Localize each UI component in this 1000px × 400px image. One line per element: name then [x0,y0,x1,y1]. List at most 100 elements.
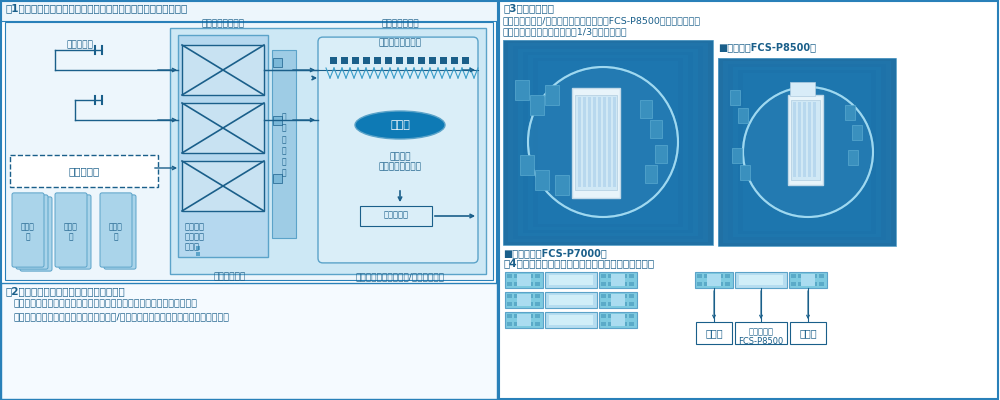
Bar [615,322,620,326]
Bar [740,165,750,180]
Bar [704,282,709,286]
Bar [514,294,519,298]
FancyBboxPatch shape [59,195,91,269]
Bar [545,292,597,308]
Bar [622,322,627,326]
Bar [655,145,667,163]
Bar [1,1,497,399]
Text: 真空チャンバー: 真空チャンバー [381,19,419,28]
Bar [808,102,811,177]
Text: 小型で高精度/ワイドレンジ流量制御器FCS-P8500の開発に成功。: 小型で高精度/ワイドレンジ流量制御器FCS-P8500の開発に成功。 [503,16,701,25]
Text: ガス種
３: ガス種 ３ [109,222,123,242]
Bar [695,272,733,288]
Bar [629,302,634,306]
Bar [650,120,662,138]
Bar [629,322,634,326]
Bar [535,314,540,318]
Bar [622,294,627,298]
Text: ガス種
１: ガス種 １ [21,222,35,242]
Bar [728,64,886,240]
Bar [451,57,458,64]
Bar [505,272,543,288]
Bar [182,161,264,211]
Bar [645,165,657,183]
Bar [790,82,815,96]
Text: 半導体製造装置（成膤/エッチング）: 半導体製造装置（成膤/エッチング） [356,272,444,281]
Bar [611,314,625,326]
Bar [462,57,469,64]
Bar [601,302,606,306]
Bar [711,274,716,278]
Bar [182,45,264,95]
Bar [528,274,533,278]
Bar [598,97,601,187]
Text: ガスライン: ガスライン [68,166,100,176]
Bar [360,206,432,226]
Text: 微細加工
成膜／エッチング: 微細加工 成膜／エッチング [378,152,422,171]
Bar [507,282,512,286]
Bar [718,58,896,246]
Bar [789,272,827,288]
Bar [505,292,543,308]
Bar [514,322,519,326]
Bar [517,274,531,286]
FancyBboxPatch shape [20,197,52,271]
Bar [499,1,998,399]
Bar [812,274,817,278]
Bar [523,52,693,233]
Bar [791,274,796,278]
Bar [845,105,855,120]
Bar [535,302,540,306]
Bar [514,302,519,306]
Bar [528,294,533,298]
Bar [528,55,688,230]
FancyBboxPatch shape [55,193,87,267]
Bar [507,314,512,318]
Bar [803,102,806,177]
Bar [515,80,529,100]
Bar [178,35,268,257]
Bar [603,97,606,187]
Bar [549,295,593,305]
Bar [852,125,862,140]
Text: 流量制御ユニット: 流量制御ユニット [202,19,244,28]
FancyBboxPatch shape [12,193,44,267]
Bar [599,292,637,308]
Bar [622,282,627,286]
Text: ■従来機種（FCS-P7000）: ■従来機種（FCS-P7000） [503,248,607,258]
Bar [615,294,620,298]
Bar [528,314,533,318]
Text: ■新製品（FCS-P8500）: ■新製品（FCS-P8500） [718,42,816,52]
Bar [535,294,540,298]
Bar [530,95,544,115]
Text: ガス種の
多様化に
要対応: ガス種の 多様化に 要対応 [185,222,205,252]
Bar [738,70,876,234]
Bar [418,57,425,64]
Bar [743,73,871,231]
Bar [725,274,730,278]
Bar [629,274,634,278]
Bar [622,302,627,306]
Bar [608,314,613,318]
Bar [535,274,540,278]
Bar [578,97,581,187]
Bar [813,102,816,177]
Bar [272,50,296,238]
Bar [520,155,534,175]
Bar [545,85,559,105]
Bar [507,274,512,278]
Text: バルブ: バルブ [705,328,723,338]
Bar [330,57,337,64]
Bar [819,274,824,278]
Bar [385,57,392,64]
Bar [711,282,716,286]
FancyBboxPatch shape [16,195,48,269]
Bar [697,274,702,278]
Bar [363,57,370,64]
Bar [599,312,637,328]
Bar [545,272,597,288]
Bar [739,275,783,285]
Bar [801,274,815,286]
Bar [735,272,787,288]
Bar [507,302,512,306]
